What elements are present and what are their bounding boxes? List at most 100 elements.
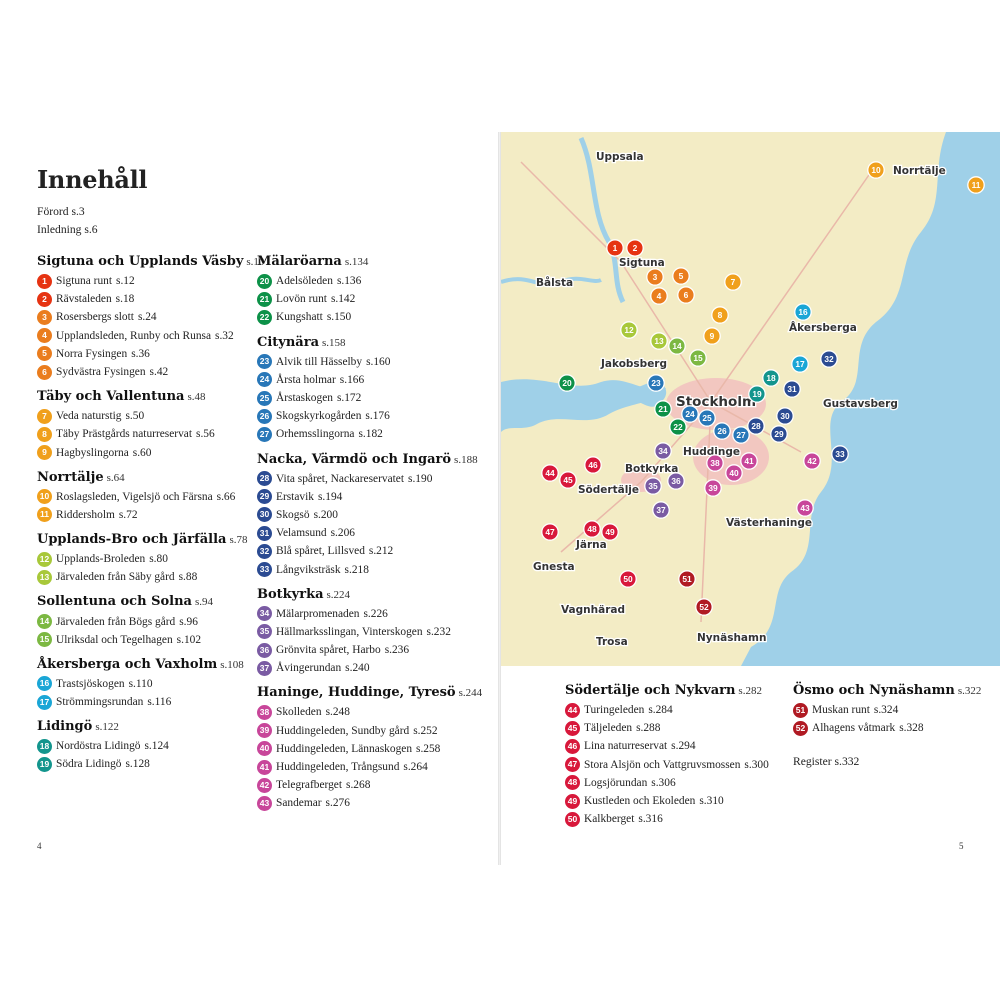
map-marker-dot xyxy=(619,570,637,588)
toc-entry: 22 Kungshatt s.150 xyxy=(257,308,477,326)
route-name: Grönvita spåret, Harbo xyxy=(276,644,381,657)
route-number-badge: 35 xyxy=(257,624,272,640)
route-page: s.284 xyxy=(648,704,673,717)
route-number-badge: 13 xyxy=(37,569,52,585)
route-page: s.310 xyxy=(699,795,724,808)
map-marker-dot xyxy=(584,456,602,474)
route-name: Veda naturstig xyxy=(56,410,122,423)
map-marker-dot xyxy=(695,598,713,616)
map-route-marker: 21 xyxy=(654,400,672,418)
section-heading: Mälaröarna s.134 xyxy=(257,252,477,272)
toc-entry: 51 Muskan runt s.324 xyxy=(793,701,993,719)
map-sea xyxy=(741,132,1000,666)
section-heading: Lidingö s.122 xyxy=(37,717,257,737)
route-number-badge: 10 xyxy=(37,489,52,505)
route-page: s.96 xyxy=(179,615,198,628)
map-marker-number: 19 xyxy=(752,389,762,399)
section-page: s.322 xyxy=(957,685,982,697)
map-marker-dot xyxy=(678,570,696,588)
route-name: Södra Lidingö xyxy=(56,758,122,771)
map-marker-number: 27 xyxy=(736,430,746,440)
route-page: s.328 xyxy=(899,722,924,735)
map-marker-number: 50 xyxy=(623,574,633,584)
route-page: s.264 xyxy=(403,761,428,774)
section-page: s.158 xyxy=(322,336,346,349)
map-road-2 xyxy=(560,171,872,553)
route-name: Skogsö xyxy=(276,508,310,521)
route-page: s.194 xyxy=(317,490,343,503)
route-name: Vita spåret, Nackareservatet xyxy=(276,472,405,485)
route-page: s.324 xyxy=(873,704,899,717)
map-marker-dot xyxy=(677,286,695,304)
map-marker-dot xyxy=(650,287,668,305)
map-lake-malaren xyxy=(501,379,666,432)
map-marker-dot xyxy=(626,239,644,257)
toc-entry: 52 Alhagens våtmark s.328 xyxy=(793,719,993,737)
route-number-badge: 36 xyxy=(257,642,272,658)
route-page: s.300 xyxy=(744,758,769,771)
route-page: s.102 xyxy=(176,633,202,646)
map-marker-number: 8 xyxy=(718,310,723,320)
section-title: Täby och Vallentuna xyxy=(37,389,185,405)
map-marker-dot xyxy=(724,273,742,291)
map-marker-number: 48 xyxy=(587,524,597,534)
map-marker-dot xyxy=(644,477,662,495)
section-title: Ösmo och Nynäshamn xyxy=(793,683,955,698)
map-marker-number: 15 xyxy=(693,353,703,363)
route-number-badge: 37 xyxy=(257,660,272,676)
route-page: s.124 xyxy=(144,740,169,753)
toc-entry: 48 Logsjörundan s.306 xyxy=(565,774,805,792)
route-page: s.240 xyxy=(345,662,370,675)
map-route-marker: 51 xyxy=(678,570,696,588)
map-route-marker: 49 xyxy=(601,523,619,541)
map-marker-dot xyxy=(606,239,624,257)
route-page: s.182 xyxy=(358,428,383,441)
route-name: Adelsöleden xyxy=(276,275,333,288)
map-marker-dot xyxy=(783,380,801,398)
route-number-badge: 21 xyxy=(257,291,272,307)
route-number-badge: 14 xyxy=(37,614,52,630)
route-name: Upplandsleden, Runby och Runsa xyxy=(56,329,212,342)
section-title: Åkersberga och Vaxholm xyxy=(37,656,218,672)
map-marker-dot xyxy=(672,267,690,285)
map-marker-dot xyxy=(748,385,766,403)
map-marker-number: 43 xyxy=(800,503,810,513)
toc-entry: 32 Blå spåret, Lillsved s.212 xyxy=(257,542,477,560)
route-number-badge: 20 xyxy=(257,273,272,289)
toc-entry: 13 Järvaleden från Säby gård s.88 xyxy=(37,568,257,586)
map-label-balsta: Bålsta xyxy=(536,276,573,289)
map-label-gustavsberg: Gustavsberg xyxy=(823,398,898,410)
route-number-badge: 38 xyxy=(257,704,272,720)
route-page: s.18 xyxy=(115,293,135,306)
map-marker-number: 10 xyxy=(871,165,881,175)
map-route-marker: 4 xyxy=(650,287,668,305)
map-marker-number: 25 xyxy=(702,413,712,423)
map-route-marker: 6 xyxy=(677,286,695,304)
route-name: Årsta holmar xyxy=(276,373,336,386)
foreword-entry: Förord s.3 xyxy=(37,205,85,218)
map-marker-number: 39 xyxy=(708,483,718,493)
route-page: s.136 xyxy=(336,275,362,288)
book-gutter xyxy=(498,132,501,865)
map-route-marker: 15 xyxy=(689,349,707,367)
map-marker-number: 41 xyxy=(744,456,754,466)
route-number-badge: 18 xyxy=(37,738,52,754)
map-route-marker: 3 xyxy=(646,268,664,286)
map-route-marker: 47 xyxy=(541,523,559,541)
route-name: Orhemsslingorna xyxy=(276,428,355,441)
map-label-jakobsberg: Jakobsberg xyxy=(600,358,667,370)
toc-entry: 1 Sigtuna runt s.12 xyxy=(37,272,257,290)
route-name: Kungshatt xyxy=(276,311,323,324)
route-name: Huddingeleden, Trångsund xyxy=(276,761,400,774)
route-name: Riddersholm xyxy=(56,508,115,521)
route-name: Muskan runt xyxy=(812,704,870,717)
section-heading: Norrtälje s.64 xyxy=(37,468,257,488)
map-route-marker: 32 xyxy=(820,350,838,368)
map-route-marker: 35 xyxy=(644,477,662,495)
route-number-badge: 9 xyxy=(37,445,52,461)
route-number-badge: 49 xyxy=(565,793,580,809)
route-name: Åvingerundan xyxy=(276,662,342,675)
toc-entry: 25 Årstaskogen s.172 xyxy=(257,389,477,407)
route-page: s.42 xyxy=(149,366,169,379)
route-number-badge: 7 xyxy=(37,408,52,424)
